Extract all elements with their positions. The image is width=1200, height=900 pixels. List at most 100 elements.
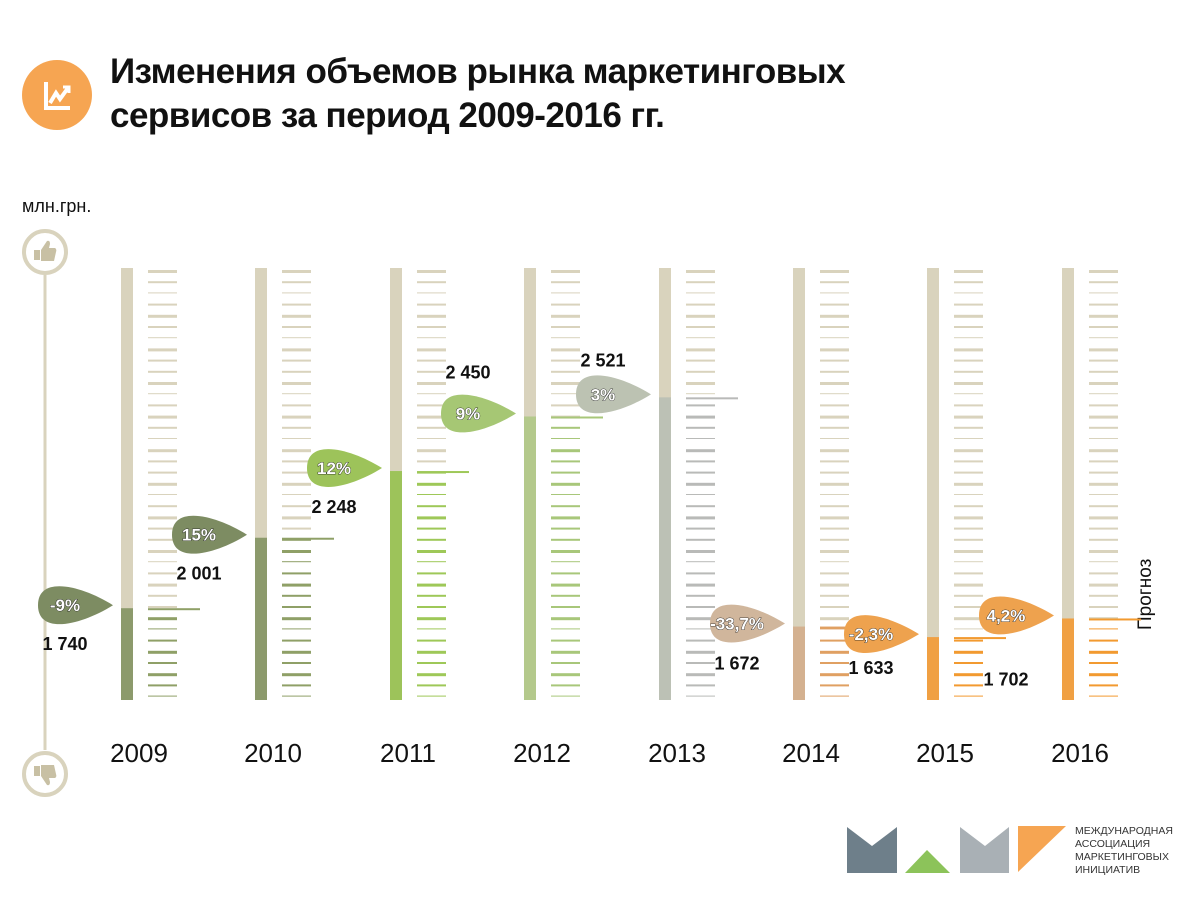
scale-tick (551, 404, 580, 407)
scale-tick (686, 404, 715, 407)
change-bubble (307, 449, 382, 487)
change-label: 4,2% (987, 606, 1026, 625)
scale-tick (282, 281, 311, 284)
scale-tick (820, 382, 849, 385)
scale-tick (282, 426, 311, 429)
scale-tick (686, 393, 715, 395)
scale-tick (1089, 594, 1118, 597)
logo-mark-2 (905, 850, 950, 873)
scale-tick (148, 348, 177, 352)
logo-mark-1 (847, 827, 897, 873)
scale-tick (551, 426, 580, 429)
scale-tick (282, 516, 311, 520)
scale-tick (820, 314, 849, 318)
scale-tick (417, 292, 446, 294)
scale-tick (1089, 303, 1118, 306)
scale-tick (551, 281, 580, 284)
scale-tick (954, 415, 983, 419)
scale-tick (686, 527, 715, 530)
scale-tick (686, 494, 715, 495)
scale-tick (148, 695, 177, 697)
scale-tick (551, 527, 580, 530)
scale-tick (148, 314, 177, 318)
scale-tick (551, 695, 580, 697)
scale-tick (417, 650, 446, 654)
scale-tick (1089, 348, 1118, 352)
scale-tick (551, 370, 580, 373)
value-label: 1 702 (983, 669, 1028, 689)
scale-tick (282, 550, 311, 553)
change-label: 9% (456, 405, 481, 424)
scale-tick (686, 538, 715, 541)
scale-tick (282, 314, 311, 318)
scale-tick (282, 438, 311, 439)
scale-tick (686, 314, 715, 318)
scale-tick (820, 449, 849, 453)
scale-tick (1089, 438, 1118, 439)
scale-tick (282, 415, 311, 419)
scale-tick (148, 550, 177, 553)
scale-tick (282, 370, 311, 373)
scale-tick (417, 393, 446, 395)
scale-tick (820, 538, 849, 541)
scale-tick (148, 572, 177, 575)
scale-tick (282, 538, 311, 541)
scale-tick (820, 583, 849, 587)
bar (659, 397, 671, 700)
scale-tick (820, 482, 849, 486)
scale-tick (820, 370, 849, 373)
scale-tick (1089, 270, 1118, 273)
scale-tick (417, 684, 446, 687)
scale-tick (417, 673, 446, 677)
scale-tick (282, 617, 311, 621)
scale-tick (954, 617, 983, 621)
value-marker (551, 416, 603, 419)
scale-tick (954, 494, 983, 495)
scale-tick (282, 359, 311, 362)
scale-tick (551, 673, 580, 677)
scale-tick (820, 326, 849, 328)
scale-tick (417, 516, 446, 520)
logo-text-line: МЕЖДУНАРОДНАЯ (1075, 825, 1173, 837)
logo-text: МЕЖДУНАРОДНАЯ АССОЦИАЦИЯ МАРКЕТИНГОВЫХ И… (1075, 825, 1173, 877)
change-label: 12% (317, 459, 351, 478)
scale-tick (282, 449, 311, 453)
scale-tick (686, 337, 715, 339)
logo-text-line: АССОЦИАЦИЯ (1075, 838, 1151, 850)
x-tick-label: 2010 (244, 738, 302, 768)
scale-tick (686, 516, 715, 520)
scale-tick (417, 370, 446, 373)
scale-tick (954, 281, 983, 284)
scale-tick (551, 639, 580, 642)
scale-tick (148, 684, 177, 687)
scale-tick (1089, 695, 1118, 697)
scale-tick (551, 382, 580, 385)
scale-tick (417, 460, 446, 463)
title-line-2: сервисов за период 2009-2016 гг. (110, 96, 665, 135)
scale-tick (417, 583, 446, 587)
change-bubble (38, 586, 113, 625)
scale-tick (282, 404, 311, 407)
scale-tick (551, 438, 580, 439)
scale-tick (954, 460, 983, 463)
scale-tick (1089, 572, 1118, 575)
scale-tick (1089, 538, 1118, 541)
scale-tick (820, 561, 849, 563)
scale-tick (1089, 650, 1118, 654)
scale-tick (417, 505, 446, 508)
scale-tick (686, 449, 715, 453)
value-label: 1 672 (714, 654, 759, 674)
scale-tick (1089, 281, 1118, 284)
scale-tick (820, 292, 849, 294)
scale-tick (1089, 471, 1118, 474)
scale-tick (551, 393, 580, 395)
scale-tick (1089, 482, 1118, 486)
scale-tick (954, 684, 983, 687)
scale-tick (686, 348, 715, 352)
scale-tick (686, 617, 715, 621)
scale-tick (686, 482, 715, 486)
value-label: 2 248 (311, 497, 356, 517)
scale-tick (686, 415, 715, 419)
scale-tick (148, 471, 177, 474)
scale-tick (282, 348, 311, 352)
